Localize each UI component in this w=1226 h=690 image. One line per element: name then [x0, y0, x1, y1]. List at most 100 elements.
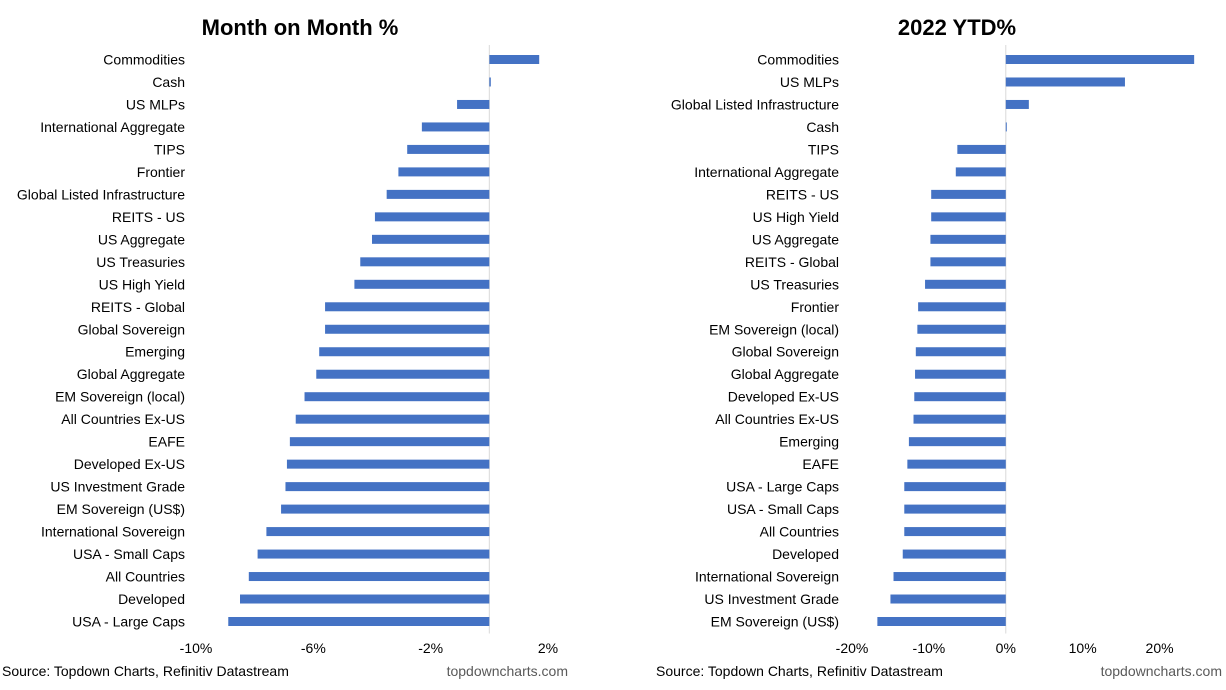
- bar: [248, 572, 490, 582]
- bar: [421, 122, 490, 132]
- category-label: Cash: [152, 74, 185, 90]
- bar: [304, 392, 490, 402]
- bar: [257, 549, 490, 559]
- bar: [955, 167, 1006, 177]
- category-label: EAFE: [148, 434, 185, 450]
- bar: [286, 459, 490, 469]
- bar: [325, 302, 490, 312]
- category-label: Commodities: [103, 52, 185, 68]
- x-tick-label: -2%: [418, 640, 443, 656]
- category-label: US High Yield: [99, 276, 185, 292]
- category-label: EM Sovereign (local): [55, 389, 185, 405]
- month-on-month-chart: Month on Month % Source: Topdown Charts,…: [2, 15, 568, 679]
- bar: [489, 77, 491, 87]
- bar: [1005, 55, 1195, 64]
- category-label: US High Yield: [753, 209, 839, 225]
- category-label: US MLPs: [126, 96, 185, 112]
- category-label: Global Listed Infrastructure: [671, 96, 839, 112]
- bar: [908, 437, 1006, 447]
- category-label: TIPS: [808, 141, 839, 157]
- x-tick-label: 10%: [1069, 640, 1097, 656]
- x-tick-label: 0%: [996, 640, 1016, 656]
- bar: [316, 369, 490, 379]
- category-label: International Sovereign: [41, 524, 185, 540]
- x-tick-label: -6%: [301, 640, 326, 656]
- category-label: Global Aggregate: [77, 366, 185, 382]
- category-label: EM Sovereign (US$): [57, 501, 185, 517]
- bar: [904, 482, 1006, 492]
- x-tick-label: -10%: [913, 640, 946, 656]
- category-label: US Aggregate: [752, 231, 839, 247]
- bar: [266, 527, 490, 537]
- category-label: US Investment Grade: [50, 479, 185, 495]
- category-label: Global Sovereign: [732, 344, 839, 360]
- category-label: USA - Large Caps: [72, 614, 185, 630]
- bar: [930, 234, 1006, 244]
- category-label: Developed: [772, 546, 839, 562]
- bar: [877, 617, 1006, 626]
- bar: [904, 504, 1006, 514]
- category-label: EM Sovereign (US$): [711, 614, 839, 630]
- category-label: USA - Small Caps: [73, 546, 185, 562]
- category-label: REITS - Global: [91, 299, 185, 315]
- x-tick-label: 2%: [538, 640, 558, 656]
- bar: [925, 279, 1006, 289]
- category-label: Global Listed Infrastructure: [17, 186, 185, 202]
- category-label: USA - Large Caps: [726, 479, 839, 495]
- bar: [295, 414, 490, 424]
- category-label: US Treasuries: [96, 254, 185, 270]
- bar: [915, 369, 1006, 379]
- bar: [281, 504, 490, 514]
- category-label: All Countries: [106, 569, 185, 585]
- bar: [240, 594, 490, 604]
- category-label: All Countries Ex-US: [715, 411, 839, 427]
- category-label: US Investment Grade: [704, 591, 839, 607]
- category-label: TIPS: [154, 141, 185, 157]
- bar: [918, 302, 1006, 312]
- x-tick-label: 20%: [1146, 640, 1174, 656]
- category-label: REITS - US: [766, 186, 839, 202]
- bar: [930, 257, 1006, 267]
- category-label: USA - Small Caps: [727, 501, 839, 517]
- bar: [904, 527, 1006, 537]
- bar: [917, 324, 1006, 334]
- category-label: All Countries Ex-US: [61, 411, 185, 427]
- source-note: Source: Topdown Charts, Refinitiv Datast…: [656, 663, 943, 679]
- category-label: REITS - US: [112, 209, 185, 225]
- category-label: Emerging: [125, 344, 185, 360]
- x-tick-label: -10%: [180, 640, 213, 656]
- bar: [457, 99, 490, 109]
- bar: [228, 617, 490, 626]
- bar: [1005, 77, 1125, 87]
- category-label: US Treasuries: [750, 276, 839, 292]
- category-label: International Aggregate: [694, 164, 839, 180]
- source-note: Source: Topdown Charts, Refinitiv Datast…: [2, 663, 289, 679]
- category-label: All Countries: [760, 524, 839, 540]
- bar: [285, 482, 490, 492]
- category-label: Emerging: [779, 434, 839, 450]
- chart-title: Month on Month %: [202, 15, 399, 40]
- category-label: Developed Ex-US: [74, 456, 185, 472]
- bar: [931, 189, 1006, 199]
- category-label: Frontier: [137, 164, 186, 180]
- x-tick-label: -20%: [836, 640, 869, 656]
- category-label: International Aggregate: [40, 119, 185, 135]
- bar: [325, 324, 490, 334]
- bar: [489, 55, 540, 64]
- category-label: US MLPs: [780, 74, 839, 90]
- category-label: International Sovereign: [695, 569, 839, 585]
- category-label: Developed: [118, 591, 185, 607]
- bar: [354, 279, 490, 289]
- category-label: Global Sovereign: [78, 321, 185, 337]
- watermark: topdowncharts.com: [1101, 663, 1222, 679]
- category-label: Developed Ex-US: [728, 389, 839, 405]
- watermark: topdowncharts.com: [447, 663, 568, 679]
- bar: [374, 212, 490, 222]
- bar: [902, 549, 1006, 559]
- bar: [398, 167, 490, 177]
- category-label: Frontier: [791, 299, 840, 315]
- bar: [914, 392, 1006, 402]
- bar: [893, 572, 1006, 582]
- bar: [360, 257, 490, 267]
- category-label: US Aggregate: [98, 231, 185, 247]
